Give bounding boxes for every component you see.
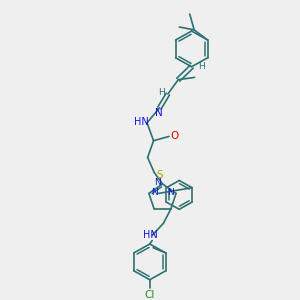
Text: N: N: [167, 188, 174, 197]
Text: H: H: [158, 88, 165, 97]
Text: H: H: [198, 62, 205, 71]
Text: HN: HN: [143, 230, 158, 240]
Text: Cl: Cl: [145, 290, 155, 300]
Text: HN: HN: [134, 117, 149, 127]
Text: N: N: [155, 107, 163, 118]
Text: S: S: [157, 170, 164, 180]
Text: N: N: [154, 178, 160, 187]
Text: O: O: [171, 131, 179, 141]
Text: N: N: [151, 188, 158, 197]
